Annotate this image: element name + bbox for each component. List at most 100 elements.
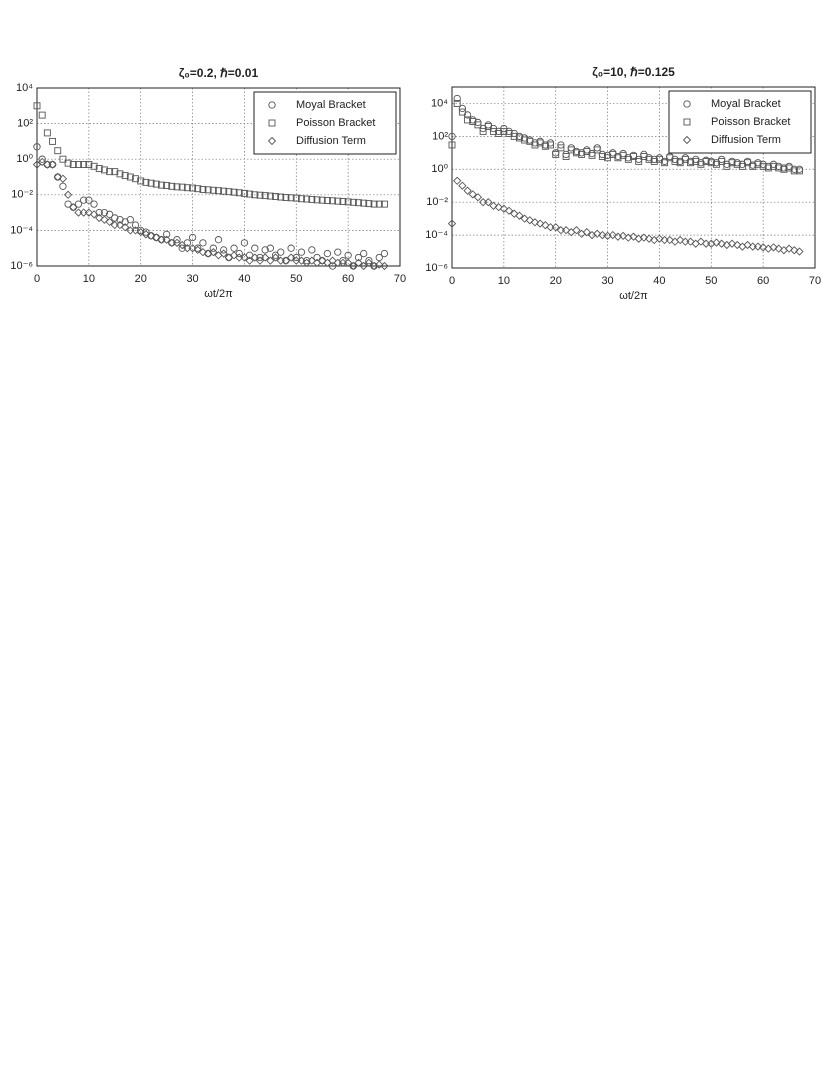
square-marker (479, 127, 487, 135)
x-tick-label: 50 (705, 275, 717, 287)
square-marker (738, 162, 746, 170)
square-marker (132, 175, 139, 183)
diamond-marker (178, 240, 187, 250)
square-marker (365, 200, 373, 208)
circle-marker (199, 239, 207, 247)
square-marker (85, 161, 93, 169)
square-marker (246, 190, 254, 198)
square-marker (137, 177, 145, 185)
diamond-marker (74, 208, 83, 217)
square-marker (33, 102, 41, 110)
diamond-marker (561, 226, 571, 235)
diamond-marker (525, 216, 534, 225)
square-marker (458, 108, 466, 116)
square-marker (484, 123, 492, 130)
diamond-marker (510, 209, 519, 218)
square-marker (635, 157, 643, 165)
diamond-marker (58, 174, 68, 183)
circle-marker (142, 228, 150, 236)
square-marker (100, 166, 108, 174)
x-tick-label: 60 (342, 273, 354, 285)
square-marker (671, 157, 679, 165)
square-marker (277, 193, 285, 201)
diamond-marker (499, 204, 508, 213)
square-marker (666, 154, 674, 162)
square-marker (209, 186, 217, 194)
square-marker (126, 173, 134, 181)
diamond-marker (188, 244, 197, 253)
diamond-marker (255, 256, 265, 265)
diamond-marker (629, 232, 638, 241)
circle-marker (162, 230, 171, 238)
x-axis-label: ωt/2π (619, 290, 648, 302)
diamond-marker (69, 203, 78, 212)
x-tick-label: 20 (135, 273, 147, 285)
square-marker (163, 182, 171, 190)
diamond-marker (318, 256, 327, 265)
diamond-marker (131, 226, 140, 235)
circle-marker (188, 233, 197, 242)
square-marker (194, 185, 202, 193)
diamond-marker (136, 227, 145, 237)
square-marker (80, 161, 88, 169)
square-marker (380, 200, 388, 208)
y-tick-label: 10⁻⁶ (425, 262, 448, 274)
square-marker (38, 111, 46, 119)
diamond-marker (541, 221, 550, 230)
diamond-marker (198, 248, 208, 257)
circle-marker (74, 200, 83, 208)
square-marker (764, 164, 772, 172)
square-marker (552, 150, 560, 158)
square-marker (173, 183, 181, 191)
circle-marker (365, 256, 373, 265)
diamond-marker (743, 240, 752, 250)
x-tick-label: 30 (601, 275, 613, 287)
square-marker (323, 197, 331, 204)
square-marker (490, 127, 497, 135)
circle-marker (126, 216, 134, 224)
square-marker (448, 141, 456, 149)
legend-symbol (267, 136, 277, 146)
diamond-marker (240, 253, 249, 262)
diamond-marker (121, 223, 130, 232)
square-marker (272, 193, 279, 200)
circle-marker (59, 182, 67, 190)
circle-marker (266, 244, 275, 252)
square-marker (240, 189, 248, 197)
diamond-marker (328, 256, 337, 265)
square-marker (64, 159, 72, 167)
square-marker (235, 189, 243, 197)
square-marker (645, 155, 653, 163)
circle-marker (380, 249, 389, 258)
diamond-marker (774, 244, 783, 253)
diamond-marker (759, 243, 768, 252)
square-marker (795, 167, 803, 175)
diamond-marker (100, 215, 109, 224)
circle-marker (80, 196, 88, 204)
y-tick-label: 10⁻⁴ (425, 229, 448, 241)
diamond-marker (447, 219, 457, 228)
diamond-marker (261, 253, 270, 262)
diamond-marker (95, 213, 104, 223)
diamond-marker (266, 256, 275, 265)
square-marker (614, 154, 622, 162)
square-marker (142, 178, 150, 186)
diamond-marker (354, 258, 363, 268)
square-marker (355, 199, 362, 207)
square-marker (630, 153, 637, 160)
square-marker (199, 185, 207, 193)
circle-marker (287, 244, 295, 252)
diamond-marker (655, 234, 664, 243)
circle-marker (251, 244, 259, 252)
diamond-marker (753, 242, 763, 251)
square-marker (754, 160, 762, 168)
diamond-marker (219, 249, 228, 258)
legend-label: Moyal Bracket (296, 99, 366, 111)
chart-title: ζ₀=0.2, ℏ=0.01 (179, 66, 259, 80)
legend-box (668, 90, 812, 154)
circle-marker (220, 246, 228, 254)
square-marker (453, 100, 461, 107)
x-tick-label: 10 (83, 273, 95, 285)
square-marker (318, 196, 326, 204)
